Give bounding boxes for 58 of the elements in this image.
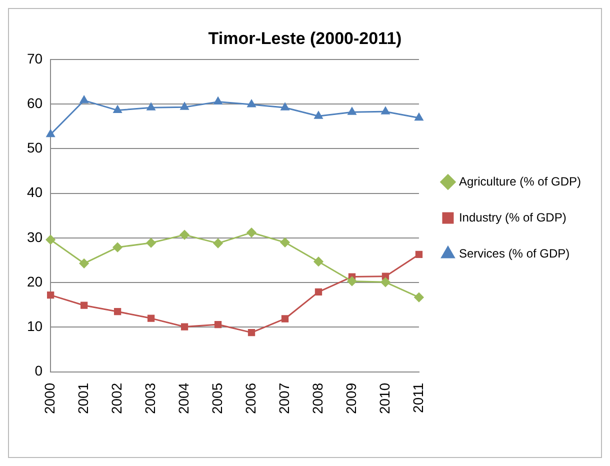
point [314, 111, 323, 119]
point [246, 228, 256, 238]
point [347, 276, 357, 286]
point [281, 315, 289, 322]
point [314, 256, 324, 266]
point [314, 288, 322, 296]
point [146, 238, 156, 248]
point [248, 328, 256, 336]
y-tick-label: 50 [26, 140, 43, 156]
y-tick-label: 20 [26, 273, 43, 290]
point [280, 102, 290, 110]
legend-label: Industry (% of GDP) [458, 210, 566, 224]
point [415, 250, 423, 258]
y-tick-label: 10 [26, 318, 43, 334]
point [112, 242, 122, 252]
chart-title: Timor-Leste (2000-2011) [208, 28, 402, 48]
legend-label: Services (% of GDP) [458, 246, 570, 260]
x-tick-label: 2002 [108, 382, 124, 414]
point [114, 308, 122, 316]
x-tick-label: 2010 [376, 382, 392, 414]
point [414, 113, 424, 121]
point [214, 320, 222, 328]
point [180, 102, 189, 110]
point [280, 238, 290, 248]
point [247, 100, 256, 108]
point [381, 106, 390, 114]
point [79, 258, 89, 268]
point [348, 107, 356, 115]
point [46, 292, 54, 299]
x-tick-label: 2008 [309, 382, 326, 414]
x-tick-label: 2005 [208, 382, 225, 414]
point [46, 234, 56, 244]
y-tick-label: 60 [26, 94, 43, 111]
point [180, 323, 188, 330]
point [380, 277, 390, 287]
point [113, 106, 122, 114]
y-tick-label: 30 [26, 228, 43, 245]
point [46, 130, 55, 138]
point [213, 238, 223, 248]
legend-label: Agriculture (% of GDP) [458, 174, 582, 188]
x-tick-label: 2009 [342, 382, 359, 414]
x-tick-label: 2006 [242, 382, 258, 414]
x-tick-label: 2007 [276, 382, 292, 414]
y-tick-label: 70 [26, 50, 43, 66]
x-tick-label: 2000 [41, 382, 58, 414]
point [80, 96, 88, 104]
point [214, 97, 222, 105]
x-tick-label: 2001 [74, 382, 91, 414]
point [180, 230, 190, 240]
x-tick-label: 2004 [175, 382, 192, 414]
x-tick-label: 2011 [410, 382, 426, 413]
point [414, 292, 424, 302]
point [147, 314, 155, 322]
point [146, 102, 156, 110]
y-tick-label: 40 [26, 184, 43, 200]
point [80, 302, 88, 309]
x-tick-label: 2003 [142, 382, 158, 414]
y-tick-label: 0 [34, 362, 43, 379]
